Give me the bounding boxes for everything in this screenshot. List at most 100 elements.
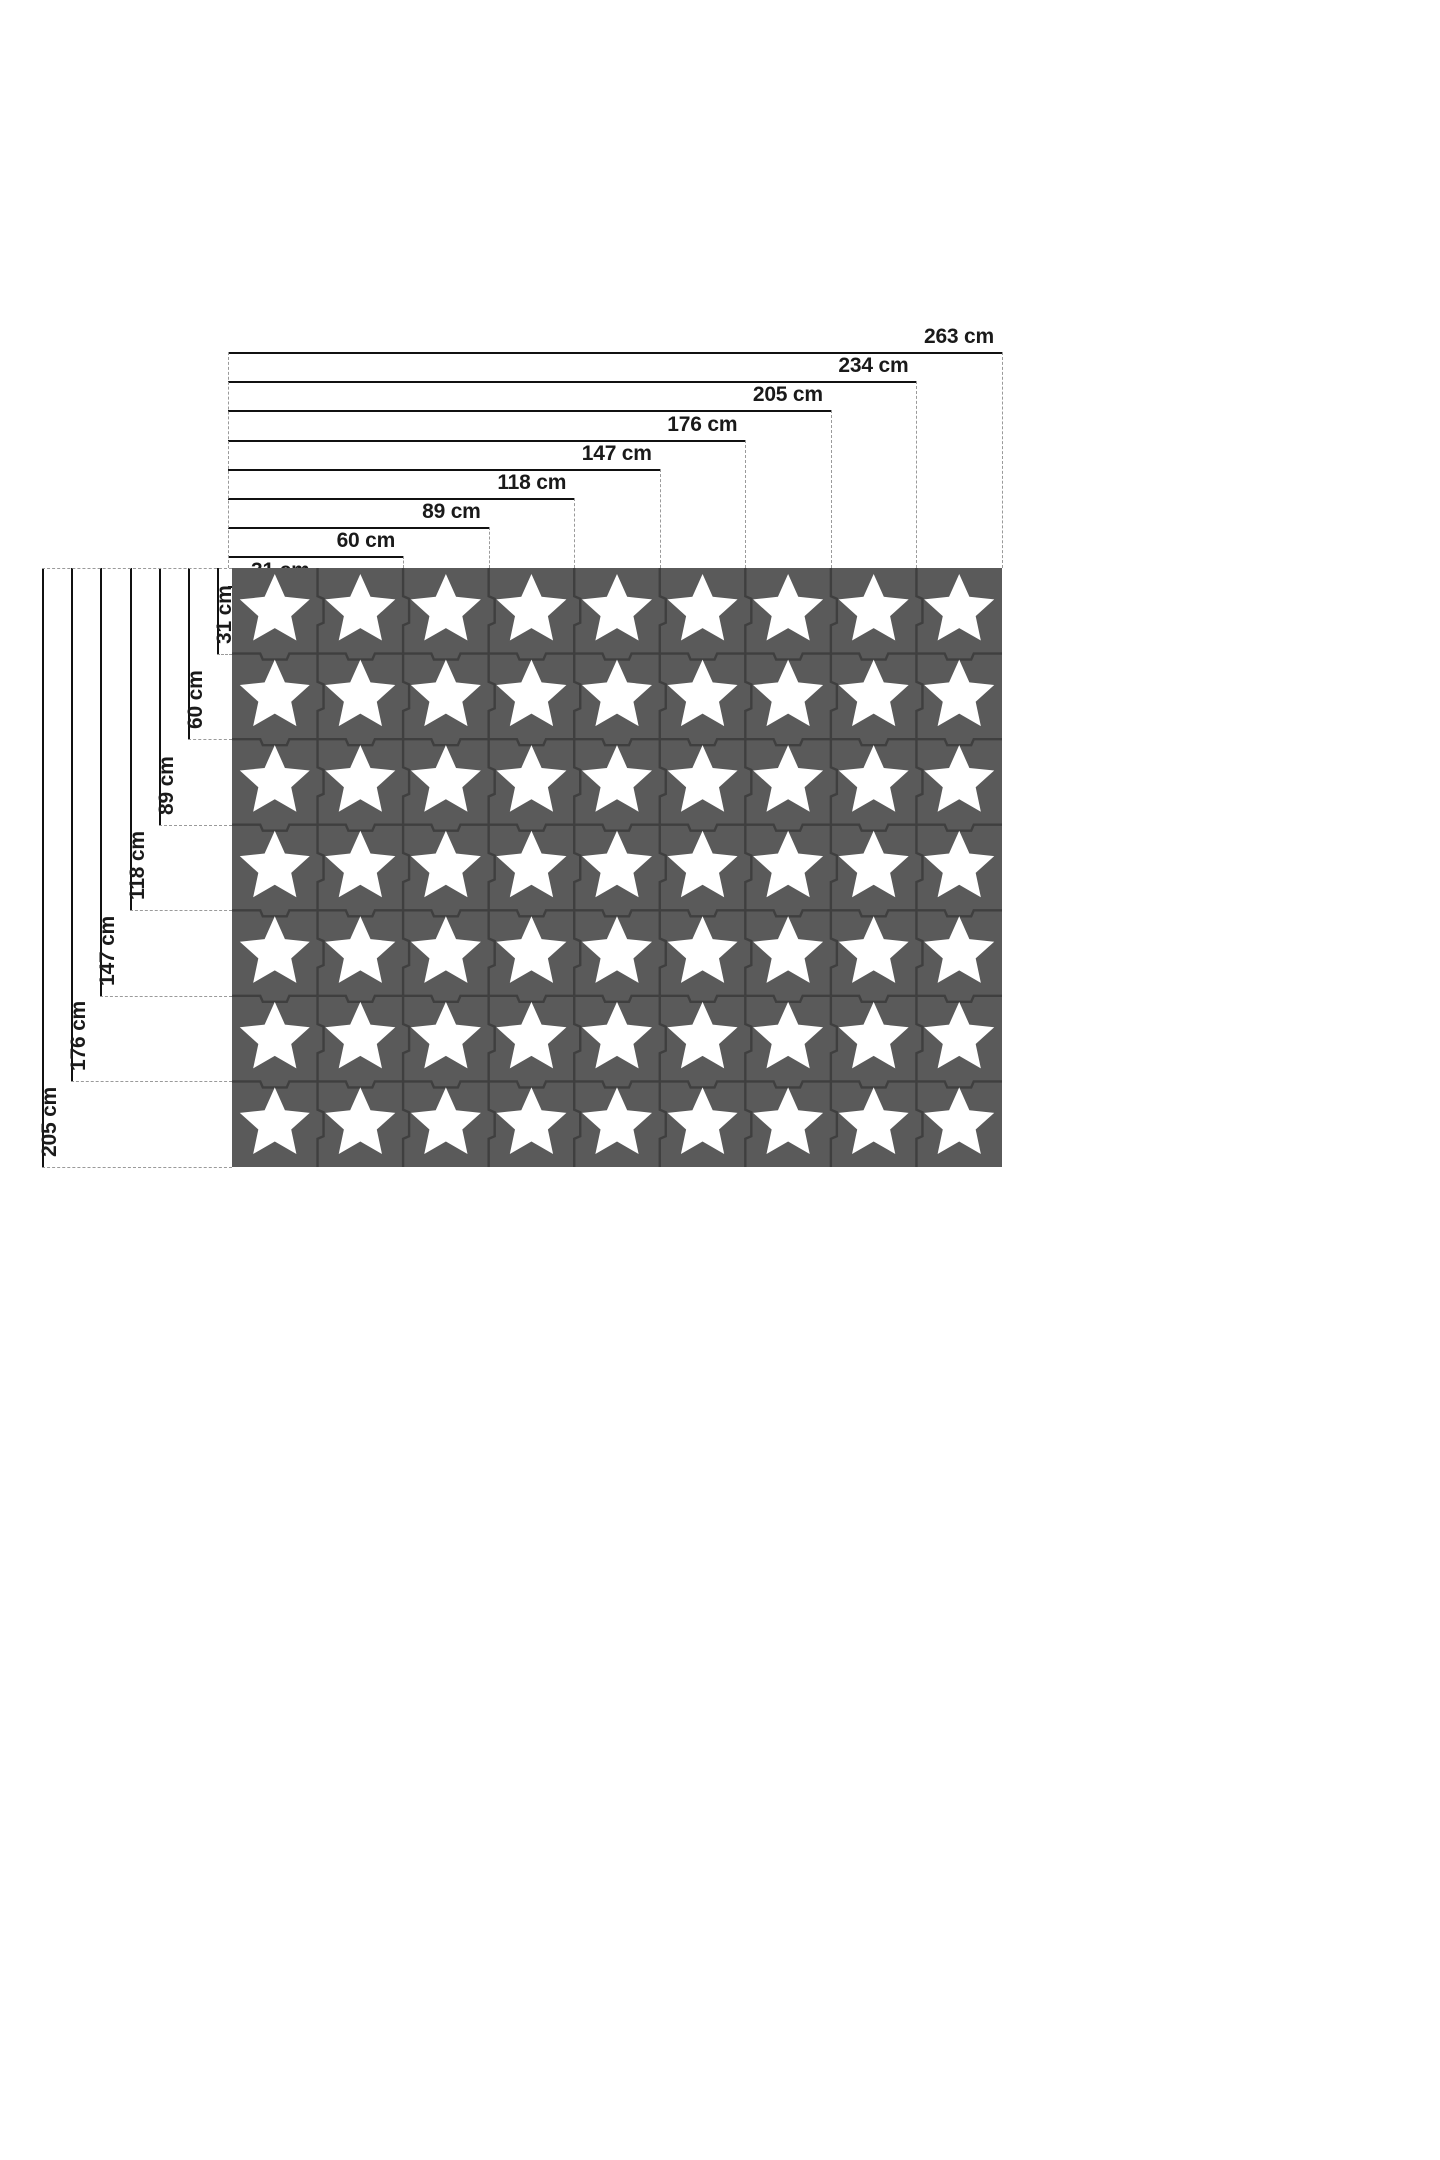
star-shape [667,916,738,983]
vertical-dimension-label: 60 cm [184,670,207,730]
horizontal-dimension-label: 60 cm [336,529,396,553]
star-shape [239,1087,310,1154]
star-shape [239,659,310,727]
dimension-line [228,381,917,384]
star-shape [239,1001,310,1069]
star-shape [838,574,909,641]
star-shape [838,830,909,898]
star-shape [838,916,909,983]
dimension-line [217,568,220,654]
vertical-dimension-label: 89 cm [154,756,178,815]
star-shape [582,745,652,812]
star-shape [496,1001,567,1069]
star-shape [496,659,567,727]
horizontal-dimension-label: 176 cm [667,412,738,436]
vertical-dimension-label: 176 cm [67,1001,91,1072]
extension-line [100,995,232,997]
star-shape [924,1087,995,1154]
star-shape [753,574,824,641]
tile-seam-vertical [487,568,496,1167]
star-shape [838,745,909,812]
star-shape [410,1001,481,1069]
star-shape [496,745,567,812]
tile-seam-vertical [915,568,924,1167]
star-shape [753,830,824,898]
tile-seam-vertical [401,568,411,1167]
star-shape [325,1087,396,1154]
star-shape [239,830,310,898]
star-shape [239,745,310,812]
star-shape [838,1087,909,1154]
extension-line [488,527,490,568]
star-shape [667,1087,738,1154]
tile-seam-vertical [316,568,325,1167]
extension-line [42,1167,232,1168]
star-shape [753,659,824,727]
puzzle-mat [232,568,1002,1167]
star-shape [667,745,738,812]
star-shape [667,1001,738,1069]
vertical-dimension-label: 118 cm [125,831,149,901]
vertical-dimension-label: 147 cm [96,915,120,986]
star-shape [496,830,567,898]
star-shape [410,916,481,983]
dimension-line [228,498,575,500]
dimension-line [228,439,746,442]
dimension-line [228,410,831,413]
extension-line [403,556,405,568]
vertical-dimension-label: 205 cm [38,1086,61,1157]
star-shape [582,830,652,898]
dimension-line [71,568,74,1082]
star-shape [496,916,567,983]
star-shape [410,745,481,812]
dimension-line [158,568,161,825]
star-shape [410,659,481,727]
star-shape [325,574,396,641]
extension-line [71,1081,232,1083]
extension-line [217,653,232,655]
star-shape [239,574,310,641]
star-shape [325,830,396,898]
dimension-line [42,568,44,1167]
tile-seam-vertical [744,568,753,1167]
star-shape [496,574,567,641]
extension-line [659,468,661,568]
extension-line [830,410,832,568]
star-shape [924,1001,995,1069]
star-shape [325,1001,396,1069]
tile-seam-vertical [658,568,667,1167]
extension-line [574,498,576,568]
vertical-dimension-origin-spine [42,568,232,569]
extension-line [745,439,747,568]
star-shape [667,830,738,898]
star-shape [924,916,995,983]
star-shape [582,916,652,983]
star-shape [239,916,310,983]
star-shape [667,659,738,727]
dimension-line [188,568,190,740]
star-shape [753,916,824,983]
star-shape [325,659,396,727]
star-shape [410,574,481,641]
tile-seam-vertical [573,568,582,1167]
star-shape [924,745,995,812]
horizontal-dimension-label: 263 cm [923,325,994,348]
tile-seam-horizontal [232,1080,1002,1089]
star-shape [496,1087,567,1154]
horizontal-dimension-label: 118 cm [497,471,567,494]
horizontal-dimension-label: 205 cm [752,383,823,407]
star-shape [582,659,652,727]
mat-graphic [232,568,1002,1167]
star-shape [410,1087,481,1154]
star-shape [325,916,396,983]
star-shape [410,830,481,898]
star-shape [838,659,909,727]
tile-seam-vertical [829,568,839,1167]
dimension-line [228,468,660,471]
star-shape [838,1001,909,1069]
star-shape [753,1087,824,1154]
horizontal-dimension-label: 234 cm [838,354,909,378]
star-shape [924,659,995,727]
horizontal-dimension-label: 147 cm [581,441,652,465]
